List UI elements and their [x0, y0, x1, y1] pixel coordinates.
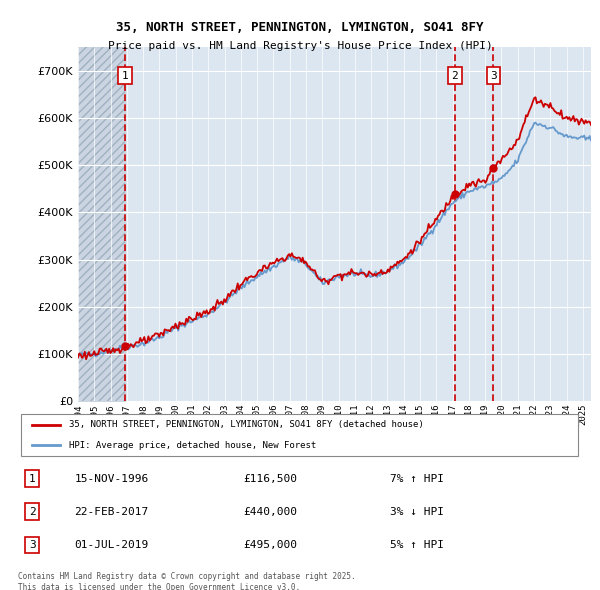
Text: This data is licensed under the Open Government Licence v3.0.: This data is licensed under the Open Gov… — [18, 583, 300, 590]
Text: Contains HM Land Registry data © Crown copyright and database right 2025.: Contains HM Land Registry data © Crown c… — [18, 572, 356, 581]
Text: 01-JUL-2019: 01-JUL-2019 — [74, 540, 149, 550]
Text: 3: 3 — [490, 71, 497, 80]
Text: 35, NORTH STREET, PENNINGTON, LYMINGTON, SO41 8FY: 35, NORTH STREET, PENNINGTON, LYMINGTON,… — [116, 21, 484, 34]
Text: 2: 2 — [451, 71, 458, 80]
Text: 1: 1 — [29, 474, 35, 484]
Text: 3: 3 — [29, 540, 35, 550]
Text: 5% ↑ HPI: 5% ↑ HPI — [390, 540, 444, 550]
Text: £495,000: £495,000 — [244, 540, 298, 550]
Text: 1: 1 — [121, 71, 128, 80]
Bar — [78, 47, 125, 401]
Text: 2: 2 — [29, 507, 35, 517]
FancyBboxPatch shape — [21, 414, 578, 457]
Text: HPI: Average price, detached house, New Forest: HPI: Average price, detached house, New … — [69, 441, 316, 450]
Text: 22-FEB-2017: 22-FEB-2017 — [74, 507, 149, 517]
Text: Price paid vs. HM Land Registry's House Price Index (HPI): Price paid vs. HM Land Registry's House … — [107, 41, 493, 51]
Text: £116,500: £116,500 — [244, 474, 298, 484]
Text: 7% ↑ HPI: 7% ↑ HPI — [390, 474, 444, 484]
Text: £440,000: £440,000 — [244, 507, 298, 517]
Text: 3% ↓ HPI: 3% ↓ HPI — [390, 507, 444, 517]
Text: 15-NOV-1996: 15-NOV-1996 — [74, 474, 149, 484]
Text: 35, NORTH STREET, PENNINGTON, LYMINGTON, SO41 8FY (detached house): 35, NORTH STREET, PENNINGTON, LYMINGTON,… — [69, 421, 424, 430]
